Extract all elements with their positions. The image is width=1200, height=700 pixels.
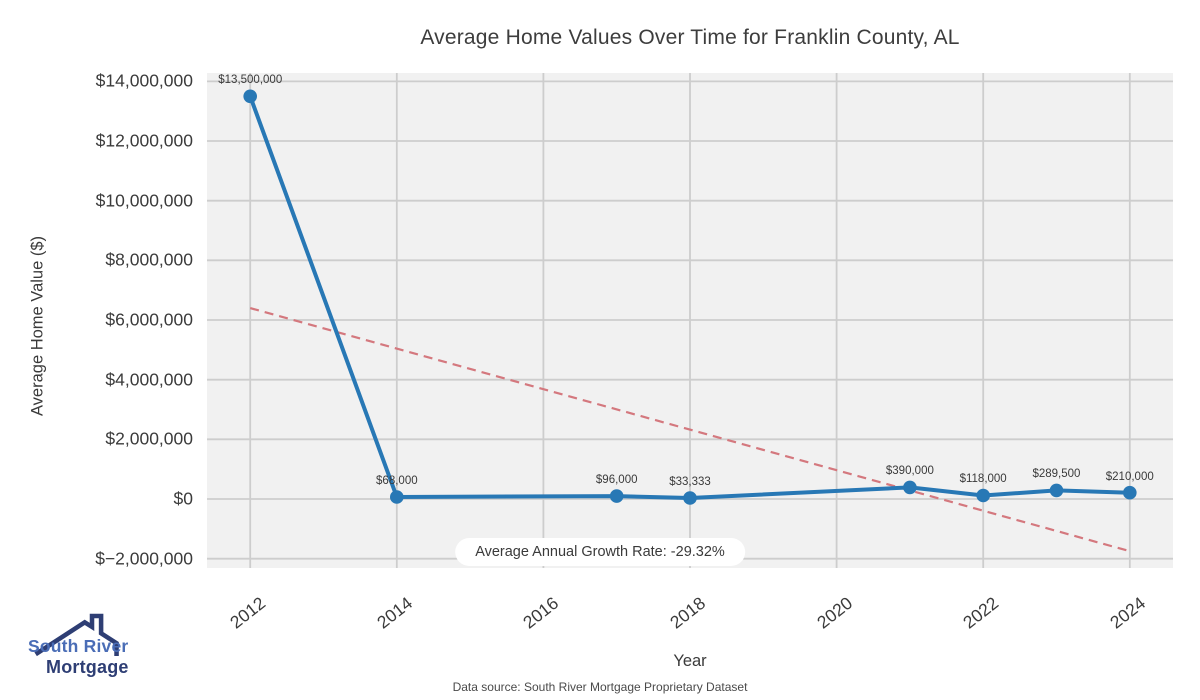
data-source-footer: Data source: South River Mortgage Propri… [452, 680, 748, 694]
data-point [903, 480, 917, 495]
x-tick-label: 2014 [373, 592, 417, 633]
y-tick-label: $12,000,000 [95, 130, 193, 151]
point-value-label: $96,000 [595, 474, 638, 487]
y-tick-label: $0 [173, 488, 193, 509]
plot-svg [207, 73, 1173, 568]
data-point [976, 488, 990, 503]
data-point [390, 490, 404, 504]
data-point [1123, 485, 1137, 500]
x-tick-label: 2020 [812, 592, 856, 633]
growth-rate-annotation: Average Annual Growth Rate: -29.32% [455, 538, 745, 566]
point-value-label: $390,000 [885, 465, 934, 478]
y-tick-label: $6,000,000 [105, 309, 193, 330]
logo-text-mortgage: Mortgage [46, 657, 129, 677]
x-tick-label: 2022 [959, 592, 1003, 633]
point-value-label: $33,333 [669, 476, 711, 488]
y-tick-label: $10,000,000 [95, 190, 193, 211]
point-value-label: $13,500,000 [218, 74, 283, 87]
point-value-label: $68,000 [376, 474, 418, 487]
data-point [243, 89, 257, 104]
y-tick-label: $2,000,000 [105, 428, 193, 449]
trend-line [249, 307, 1131, 553]
x-axis-label: Year [673, 652, 707, 670]
plot-area [207, 73, 1173, 568]
data-point [609, 489, 624, 503]
point-value-label: $210,000 [1105, 470, 1154, 483]
point-value-label: $118,000 [959, 473, 1007, 486]
data-point [683, 491, 697, 505]
x-tick-label: 2016 [519, 592, 563, 633]
y-tick-label: $−2,000,000 [95, 548, 193, 569]
point-value-label: $289,500 [1032, 468, 1081, 481]
x-tick-label: 2012 [226, 592, 270, 633]
data-point [1049, 483, 1064, 498]
y-tick-label: $8,000,000 [105, 249, 193, 270]
y-tick-label: $14,000,000 [95, 70, 193, 91]
chart-title: Average Home Values Over Time for Frankl… [420, 26, 960, 49]
house-roof-icon [34, 613, 119, 657]
value-line [248, 94, 1132, 500]
x-tick-label: 2024 [1105, 592, 1149, 633]
logo-text-south-river: South River [28, 636, 129, 656]
south-river-mortgage-logo: South River Mortgage [18, 608, 178, 692]
x-tick-label: 2018 [666, 592, 710, 633]
y-tick-label: $4,000,000 [105, 369, 193, 390]
